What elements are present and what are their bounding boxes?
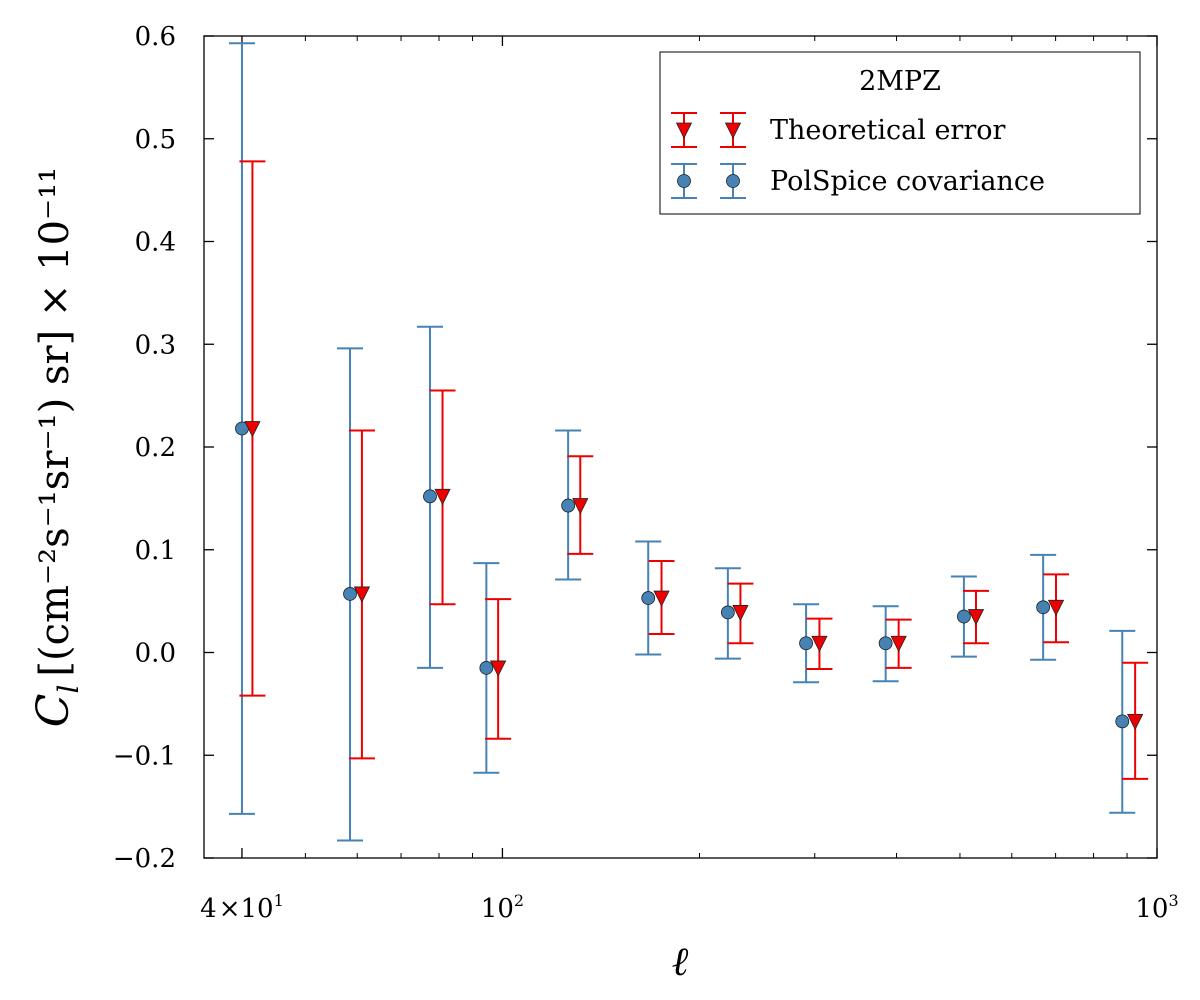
legend-title: 2MPZ — [859, 66, 941, 97]
y-tick-label: 0.6 — [135, 22, 176, 52]
x-axis-label: ℓ — [672, 939, 689, 985]
legend-marker — [675, 122, 693, 139]
legend-marker — [724, 122, 742, 139]
minor-ticks — [241, 36, 1128, 858]
data-point — [1047, 599, 1065, 617]
series-theoretical-error — [239, 160, 1149, 780]
y-tick-label: 0.2 — [135, 433, 176, 463]
data-point — [732, 605, 749, 622]
x-tick-label: 102 — [481, 891, 524, 924]
legend-box — [659, 51, 1141, 215]
data-point — [967, 609, 985, 626]
y-tick-labels: −0.2 −0.1 0.0 0.1 0.2 0.3 0.4 0.5 0.6 — [113, 22, 176, 874]
x-tick-labels: 4×101 102 103 — [200, 891, 1178, 924]
data-point — [811, 635, 828, 653]
y-axis-label: Cl[(cm⁻²s⁻¹sr⁻¹) sr] × 10⁻¹¹ — [28, 167, 85, 727]
data-point — [244, 421, 261, 438]
data-point — [878, 636, 893, 651]
data-point — [353, 586, 371, 603]
plot-frame — [203, 35, 1158, 859]
data-point — [957, 609, 971, 624]
series-polspice-covariance — [228, 42, 1136, 842]
data-point — [1126, 713, 1144, 731]
data-point — [572, 498, 589, 515]
data-point — [561, 498, 576, 513]
data-point — [641, 591, 656, 605]
y-tick-label: 0.4 — [135, 228, 176, 258]
y-tick-label: −0.1 — [113, 741, 176, 771]
legend-label: PolSpice covariance — [770, 166, 1045, 197]
data-point — [423, 489, 437, 504]
data-point — [1115, 714, 1130, 729]
x-tick-label: 4×101 — [200, 891, 284, 924]
data-point — [434, 488, 451, 506]
series-layer — [228, 42, 1149, 842]
legend-marker — [726, 174, 740, 188]
y-tick-label: 0.5 — [135, 125, 176, 155]
legend-entry-polspice-covariance: PolSpice covariance — [671, 163, 1045, 199]
legend-label: Theoretical error — [770, 115, 1005, 146]
legend-marker — [677, 174, 691, 188]
data-point — [479, 661, 494, 675]
data-point — [890, 635, 907, 653]
y-tick-label: 0.1 — [135, 536, 176, 566]
y-tick-label: −0.2 — [113, 844, 176, 874]
y-tick-label: 0.3 — [135, 330, 176, 360]
data-point — [653, 590, 670, 607]
x-tick-label: 103 — [1135, 891, 1178, 924]
legend-entry-theoretical-error: Theoretical error — [671, 112, 1005, 148]
legend: 2MPZ Theoretical error PolSpice covarianc… — [659, 51, 1141, 215]
y-tick-label: 0.0 — [135, 639, 176, 669]
data-point — [343, 587, 357, 601]
data-point — [799, 636, 813, 651]
data-point — [720, 605, 735, 620]
data-point — [489, 660, 507, 677]
data-point — [1036, 600, 1051, 615]
